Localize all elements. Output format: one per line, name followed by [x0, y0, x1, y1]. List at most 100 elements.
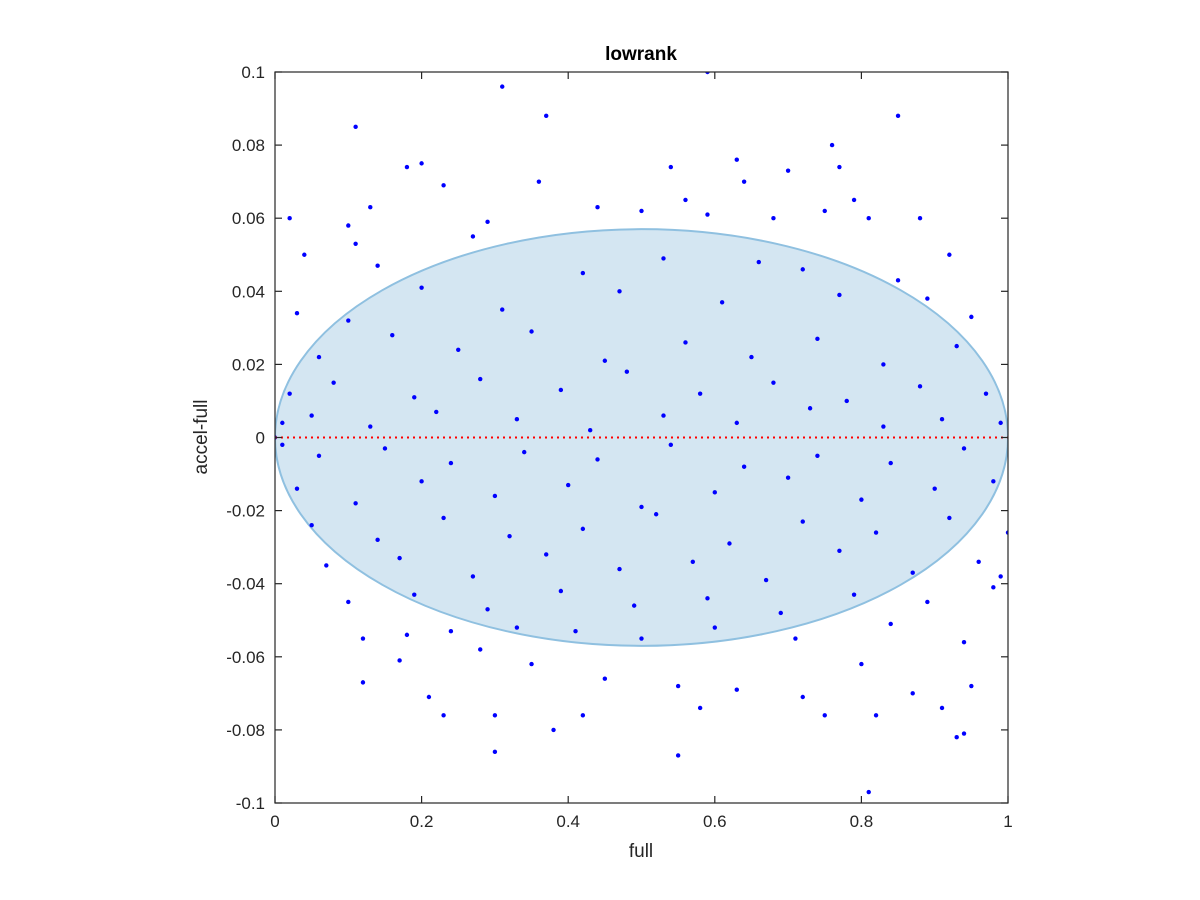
data-point: [983, 391, 989, 396]
data-point: [910, 570, 915, 575]
data-point: [419, 285, 424, 290]
data-point: [697, 705, 703, 711]
data-point: [712, 490, 717, 495]
data-point: [566, 482, 571, 488]
data-point: [939, 417, 945, 422]
data-point: [712, 625, 717, 630]
data-point: [485, 607, 490, 612]
data-point: [705, 212, 710, 217]
data-point: [404, 164, 410, 170]
data-point: [895, 113, 901, 119]
data-point: [580, 526, 586, 532]
data-point: [829, 142, 835, 148]
data-point: [668, 164, 674, 170]
data-point: [529, 661, 534, 667]
data-point: [448, 629, 454, 634]
data-point: [837, 548, 842, 554]
data-point: [661, 256, 666, 261]
data-point: [741, 464, 747, 469]
data-point: [426, 694, 432, 700]
data-point: [309, 413, 314, 418]
data-point: [478, 376, 483, 382]
data-point: [316, 354, 322, 360]
data-point: [837, 164, 842, 170]
data-point: [800, 519, 805, 524]
data-point: [346, 599, 351, 605]
data-point: [895, 278, 901, 283]
data-point: [500, 307, 505, 312]
y-tick-label: -0.06: [226, 648, 265, 667]
data-point: [492, 749, 498, 755]
data-point: [800, 694, 805, 700]
data-point: [800, 267, 805, 272]
data-point: [741, 179, 747, 184]
data-point: [837, 292, 842, 298]
data-point: [602, 358, 608, 363]
data-point: [602, 676, 608, 681]
data-point: [947, 515, 952, 521]
x-tick-label: 0.2: [410, 812, 434, 831]
data-point: [346, 223, 351, 228]
data-point: [932, 486, 937, 491]
data-point: [778, 610, 783, 616]
data-point: [793, 636, 798, 641]
data-point: [522, 449, 527, 455]
data-point: [785, 168, 791, 173]
data-point: [763, 577, 769, 583]
data-point: [888, 621, 893, 627]
data-point: [536, 179, 542, 184]
data-point: [844, 398, 849, 404]
data-point: [873, 713, 879, 718]
data-point: [851, 592, 857, 597]
plot-area: [275, 72, 1008, 803]
data-point: [309, 523, 314, 528]
data-point: [873, 530, 879, 535]
data-point: [360, 636, 366, 641]
data-point: [595, 205, 600, 210]
data-point: [917, 216, 923, 221]
data-point: [492, 493, 498, 499]
data-point: [478, 647, 483, 652]
data-point: [573, 629, 578, 634]
data-point: [412, 395, 417, 400]
data-point: [925, 599, 930, 605]
data-point: [961, 639, 967, 645]
data-point: [412, 592, 417, 597]
data-point: [280, 442, 285, 448]
data-point: [881, 362, 886, 367]
data-point: [419, 479, 424, 484]
data-point: [294, 311, 300, 316]
data-point: [675, 753, 681, 758]
data-point: [280, 420, 285, 426]
data-point: [580, 270, 586, 276]
data-point: [705, 596, 710, 601]
data-point: [397, 555, 402, 561]
data-point: [675, 683, 681, 689]
data-point: [580, 713, 586, 718]
data-point: [353, 124, 358, 130]
data-point: [807, 406, 813, 411]
data-point: [998, 420, 1003, 426]
data-point: [639, 208, 644, 214]
data-point: [624, 369, 630, 374]
x-axis-title: full: [629, 841, 653, 862]
data-point: [441, 183, 446, 188]
data-point: [441, 713, 446, 718]
data-point: [866, 216, 871, 221]
data-point: [815, 453, 820, 458]
data-point: [639, 504, 644, 510]
x-tick-label: 1: [1003, 812, 1012, 831]
data-point: [492, 713, 498, 718]
data-point: [661, 413, 666, 418]
scatter-series: [275, 72, 1008, 795]
data-point: [991, 479, 996, 484]
x-tick-label: 0: [270, 812, 279, 831]
data-point: [727, 541, 732, 546]
data-point: [991, 585, 996, 590]
y-tick-label: 0.04: [232, 282, 265, 301]
data-point: [507, 533, 512, 539]
y-tick-label: 0.1: [241, 63, 265, 82]
data-point: [939, 705, 945, 711]
axes: 0 0.2 0.4 0.6 0.8 1 0.1 0.08 0.06 0.04 0.02 0 -0.02 -…: [226, 63, 1012, 831]
x-tick-label: 0.4: [556, 812, 580, 831]
